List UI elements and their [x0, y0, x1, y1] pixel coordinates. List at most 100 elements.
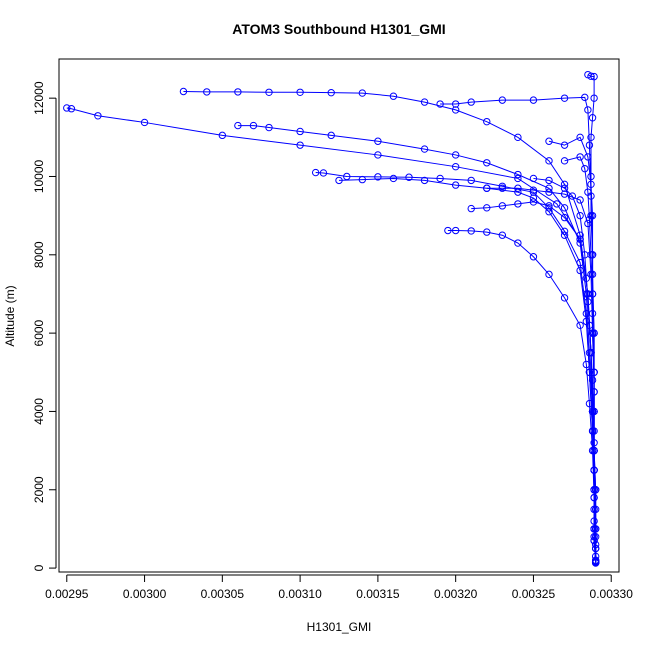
- data-point: [584, 106, 592, 114]
- data-point: [576, 133, 584, 142]
- data-point: [560, 157, 569, 165]
- data-point: [587, 251, 595, 259]
- x-axis-label: H1301_GMI: [307, 620, 372, 634]
- series-profile-13: [560, 153, 600, 564]
- data-point: [405, 173, 413, 181]
- data-point: [467, 227, 475, 235]
- data-point: [576, 321, 584, 329]
- series-profile-2: [179, 87, 600, 566]
- data-point: [585, 368, 594, 376]
- data-point: [436, 100, 444, 108]
- series-line: [447, 230, 597, 563]
- data-point: [588, 329, 597, 337]
- data-point: [590, 94, 598, 102]
- x-tick-label: 0.00320: [434, 587, 478, 601]
- x-axis: 0.00295 0.00300 0.00305 0.00310 0.00315 0.003…: [45, 574, 634, 601]
- data-point: [514, 184, 522, 192]
- data-point: [358, 175, 367, 184]
- data-point: [179, 87, 188, 96]
- data-point: [581, 164, 589, 173]
- data-point: [587, 72, 595, 80]
- plot-area: [58, 58, 620, 573]
- data-point: [467, 204, 475, 213]
- data-point: [467, 176, 475, 185]
- x-tick-label: 0.00305: [201, 587, 245, 601]
- y-tick-label: 6000: [32, 319, 46, 346]
- x-tick-label: 0.00310: [278, 587, 322, 601]
- data-point: [296, 127, 304, 136]
- data-point: [560, 204, 569, 212]
- data-point: [585, 215, 594, 224]
- data-point: [529, 198, 538, 206]
- data-point: [498, 184, 507, 192]
- data-point: [327, 88, 335, 97]
- data-point: [63, 104, 71, 112]
- data-point: [420, 145, 429, 153]
- data-point: [389, 174, 398, 183]
- data-point: [560, 294, 569, 302]
- data-point: [335, 176, 343, 185]
- data-point: [451, 162, 460, 171]
- data-point: [576, 211, 584, 220]
- data-point: [560, 213, 569, 222]
- data-point: [590, 517, 598, 525]
- data-point: [560, 141, 569, 149]
- data-point: [529, 188, 538, 196]
- data-point: [591, 525, 600, 533]
- data-point: [560, 190, 569, 198]
- data-point: [483, 117, 491, 126]
- data-point: [545, 270, 553, 279]
- data-point: [420, 176, 429, 185]
- data-point: [203, 88, 211, 96]
- data-point: [560, 184, 569, 192]
- data-point: [234, 88, 242, 96]
- x-tick-label: 0.00325: [512, 587, 556, 601]
- series-line: [440, 96, 597, 563]
- data-point: [529, 96, 538, 104]
- series-profile-11: [529, 174, 600, 566]
- series-profile-4: [311, 168, 600, 566]
- series-line: [183, 91, 597, 563]
- data-point: [498, 96, 507, 104]
- data-point: [590, 368, 598, 376]
- data-point: [67, 105, 76, 113]
- data-point: [553, 200, 561, 208]
- data-point: [587, 211, 595, 220]
- data-point: [545, 208, 553, 216]
- data-point: [249, 121, 258, 130]
- data-point: [591, 556, 600, 564]
- data-point: [590, 536, 598, 545]
- data-point: [483, 184, 491, 192]
- data-point: [483, 228, 491, 236]
- data-point: [234, 121, 242, 130]
- data-point: [420, 98, 429, 106]
- y-tick-label: 0: [32, 564, 46, 571]
- data-point: [265, 123, 273, 132]
- data-point: [581, 93, 589, 102]
- data-point: [584, 188, 592, 196]
- data-point: [451, 151, 460, 159]
- data-point: [444, 226, 452, 235]
- data-point: [545, 202, 553, 210]
- data-point: [576, 196, 584, 204]
- series-profile-7: [444, 226, 600, 566]
- series-profile-3: [234, 121, 600, 566]
- data-point: [296, 141, 304, 149]
- data-point: [545, 188, 553, 196]
- data-point: [467, 98, 475, 106]
- data-point: [587, 172, 595, 181]
- data-point: [327, 131, 335, 140]
- data-point: [588, 290, 597, 298]
- data-point: [568, 192, 577, 200]
- data-point: [514, 133, 522, 142]
- data-point: [498, 202, 507, 210]
- data-point: [374, 173, 382, 181]
- data-point: [529, 194, 538, 202]
- data-point: [588, 114, 597, 122]
- series-layer: [63, 70, 600, 567]
- data-point: [582, 360, 591, 369]
- x-tick-label: 0.00330: [590, 587, 634, 601]
- data-point: [514, 170, 522, 179]
- chart-title: ATOM3 Southbound H1301_GMI: [232, 21, 445, 37]
